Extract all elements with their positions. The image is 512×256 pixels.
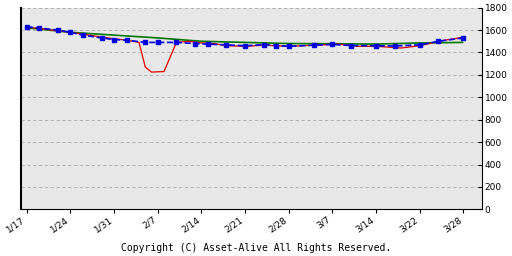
Text: Copyright (C) Asset-Alive All Rights Reserved.: Copyright (C) Asset-Alive All Rights Res…	[121, 243, 391, 253]
